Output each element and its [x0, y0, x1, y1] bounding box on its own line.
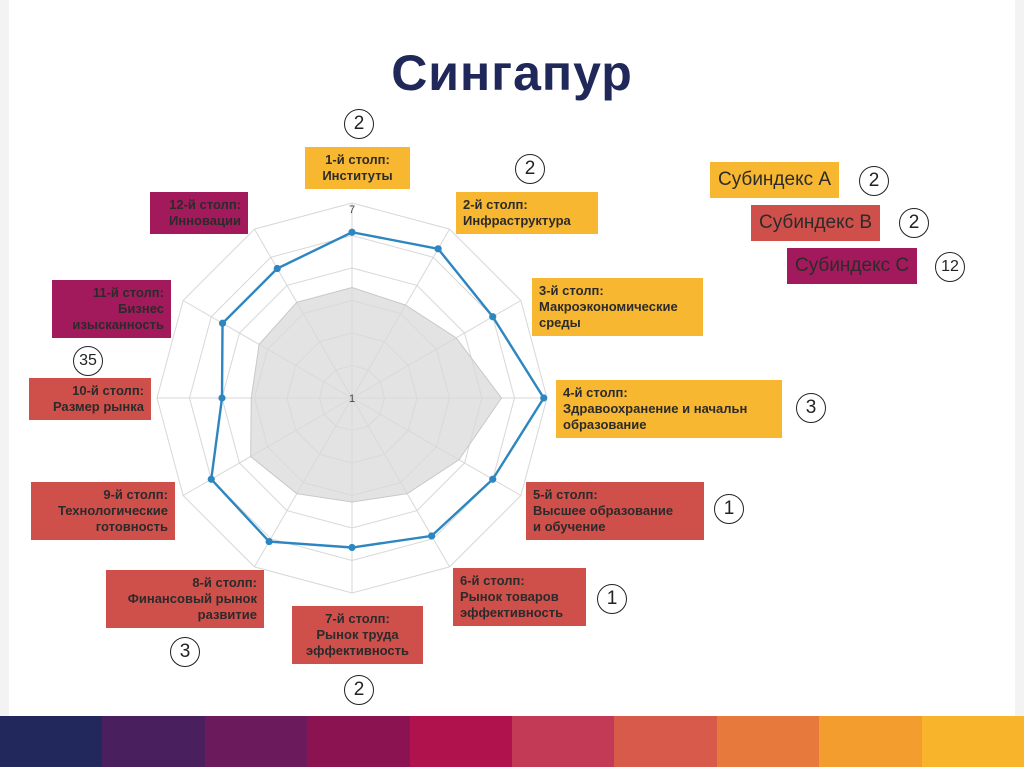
series-point	[428, 532, 436, 540]
series-point	[540, 394, 548, 402]
series-point	[207, 475, 215, 483]
rank-subindex-c: 12	[935, 252, 965, 282]
page-title: Сингапур	[391, 45, 633, 101]
stripe-segment	[0, 716, 104, 767]
rank-pillar-4: 3	[796, 393, 826, 423]
rank-pillar-8: 3	[170, 637, 200, 667]
pillar-label-3: 3-й столп: Макроэкономические среды	[532, 278, 703, 336]
rank-pillar-6: 1	[597, 584, 627, 614]
subindex-a: Субиндекс A	[710, 162, 840, 198]
series-point	[273, 264, 281, 273]
subindex-c: Субиндекс C	[787, 248, 918, 284]
series-point	[218, 319, 227, 327]
rank-pillar-1: 2	[344, 109, 374, 139]
pillar-label-6: 6-й столп: Рынок товаров эффективность	[453, 568, 586, 626]
axis-max-label: 7	[349, 204, 355, 216]
rank-pillar-10: 35	[73, 346, 103, 376]
rank-pillar-5: 1	[714, 494, 744, 524]
pillar-label-12: 12-й столп: Инновации	[150, 192, 248, 234]
stripe-segment	[512, 716, 616, 767]
series-point	[434, 245, 442, 253]
pillar-label-4: 4-й столп: Здравоохранение и начальн обр…	[556, 380, 782, 438]
stripe-segment	[307, 716, 411, 767]
rank-pillar-7: 2	[344, 675, 374, 705]
pillar-label-11: 11-й столп: Бизнес изысканность	[52, 280, 171, 338]
series-point	[265, 537, 273, 546]
series-point	[489, 313, 497, 321]
pillar-label-1: 1-й столп: Институты	[305, 147, 410, 189]
stripe-segment	[614, 716, 718, 767]
subindex-b: Субиндекс B	[751, 205, 881, 241]
series-area-gray	[250, 286, 503, 503]
slide-edge-right	[1015, 0, 1024, 767]
series-point	[218, 394, 226, 402]
pillar-label-2: 2-й столп: Инфраструктура	[456, 192, 598, 234]
rank-pillar-2: 2	[515, 154, 545, 184]
stripe-segment	[716, 716, 821, 767]
stripe-segment	[102, 716, 206, 767]
axis-min-label: 1	[349, 393, 355, 405]
pillar-label-10: 10-й столп: Размер рынка	[29, 378, 151, 420]
stripe-segment	[204, 716, 309, 767]
series-point	[489, 475, 497, 483]
pillar-label-5: 5-й столп: Высшее образование и обучение	[526, 482, 704, 540]
pillar-label-8: 8-й столп: Финансовый рынок развитие	[106, 570, 264, 628]
slide-edge-left	[0, 0, 9, 767]
series-point	[348, 543, 356, 552]
stripe-segment	[409, 716, 513, 767]
rank-subindex-b: 2	[899, 208, 929, 238]
pillar-label-7: 7-й столп: Рынок труда эффективность	[292, 606, 423, 664]
stripe-segment	[921, 716, 1024, 767]
pillar-label-9: 9-й столп: Технологические готовность	[31, 482, 175, 540]
series-point	[348, 228, 356, 236]
rank-subindex-a: 2	[859, 166, 889, 196]
stripe-segment	[819, 716, 923, 767]
